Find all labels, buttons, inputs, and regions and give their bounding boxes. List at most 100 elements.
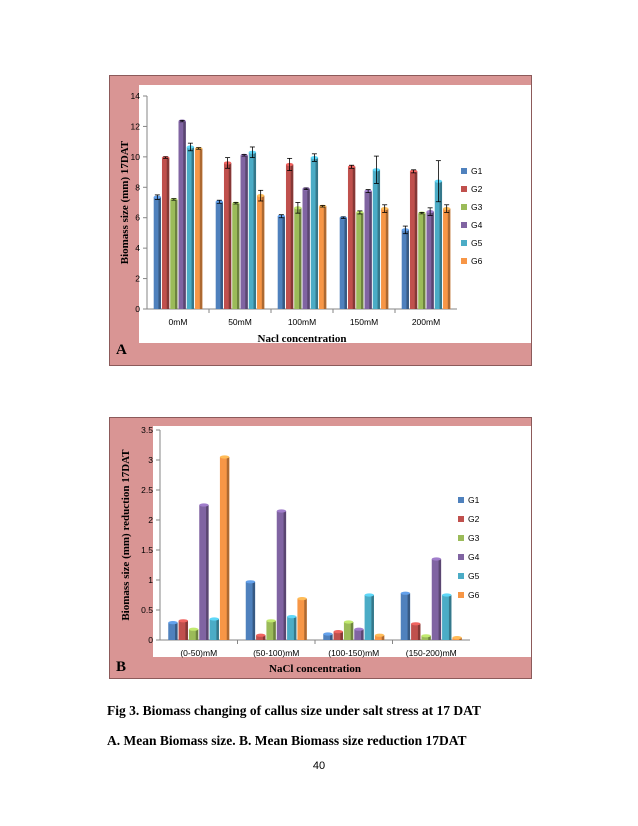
bar-g5: [287, 616, 297, 640]
bar-g3: [418, 213, 426, 309]
legend-label-g4: G4: [468, 552, 480, 562]
bar-g2: [161, 157, 170, 309]
legend-swatch-g4: [461, 222, 467, 228]
bar-shade: [261, 195, 265, 309]
legend-label-g3: G3: [468, 533, 480, 543]
legend-swatch-g4: [458, 554, 464, 560]
biomass-reduction-chart: 0 0.5 1 1.5 2 2.5 3 3.5 (0-50)mM (50-100)mM (100-1…: [120, 425, 531, 675]
bar-shade: [459, 637, 462, 640]
bar-shade: [361, 212, 364, 309]
bar-shade: [262, 635, 266, 640]
y-tick-label: 3: [148, 455, 153, 465]
legend-label-g4: G4: [471, 220, 483, 230]
y-tick-label: 10: [131, 152, 141, 162]
x-axis-title: Nacl concentration: [258, 333, 347, 345]
bar-cap: [256, 633, 266, 637]
bar-shade: [315, 157, 319, 309]
bar-g5: [442, 595, 452, 640]
bar-shade: [185, 620, 188, 640]
bar-g6: [374, 635, 385, 640]
y-tick-label: 1.5: [141, 545, 153, 555]
bar-shade: [175, 622, 178, 640]
y-tick-label: 0.5: [141, 605, 153, 615]
bar-g5: [364, 595, 374, 640]
bar-cap: [431, 557, 442, 561]
legend-label-g2: G2: [471, 184, 483, 194]
y-tick-label: 2: [148, 515, 153, 525]
legend-label-g6: G6: [471, 256, 483, 266]
bar-g3: [188, 629, 199, 640]
bar-g5: [310, 157, 319, 309]
bar-cap: [178, 619, 188, 623]
panel-label-b: B: [116, 659, 127, 675]
bar-cap: [219, 455, 230, 459]
legend-swatch-g3: [458, 535, 464, 541]
bar-g4: [199, 505, 209, 640]
bar-cap: [374, 633, 385, 637]
bar-shade: [369, 191, 372, 309]
bar-g6: [297, 598, 307, 640]
legend-swatch-g5: [458, 573, 464, 579]
y-axis-title: Biomass size (mm) reduction 17DAT: [120, 449, 132, 621]
bar-g3: [421, 635, 431, 640]
legend-label-g6: G6: [468, 590, 480, 600]
y-tick-label: 4: [135, 243, 140, 253]
bar-g3: [232, 203, 240, 309]
legend-label-g5: G5: [471, 238, 483, 248]
bar-shade: [183, 121, 186, 309]
bar-g4: [276, 511, 287, 640]
bar-g6: [195, 148, 203, 309]
x-tick-label: 100mM: [288, 317, 316, 327]
bar-g6: [319, 206, 327, 309]
panel-label-a: A: [116, 342, 127, 358]
y-tick-label: 3.5: [141, 425, 153, 435]
legend-label-g1: G1: [471, 166, 483, 176]
x-axis-title: NaCl concentration: [269, 663, 361, 675]
legend-swatch-g2: [458, 516, 464, 522]
bar-g1: [215, 201, 223, 309]
bar-shade: [304, 598, 307, 640]
bar-g2: [285, 164, 294, 309]
bar-g5: [248, 152, 257, 309]
y-tick-label: 12: [131, 121, 141, 131]
bar-shade: [253, 152, 257, 309]
legend-swatch-g6: [461, 258, 467, 264]
x-tick-label: (100-150)mM: [328, 648, 379, 658]
bar-g3: [266, 620, 276, 640]
bar-shade: [282, 216, 285, 309]
bar-shade: [283, 511, 287, 640]
bar-g4: [178, 121, 186, 309]
bar-shade: [438, 559, 442, 640]
bar-g2: [256, 635, 266, 640]
bar-g6: [219, 457, 230, 640]
figure-caption: Fig 3. Biomass changing of callus size u…: [107, 703, 481, 718]
bar-g1: [400, 593, 411, 640]
x-tick-label: (150-200)mM: [406, 648, 457, 658]
bar-shade: [191, 146, 195, 309]
chart-area: [139, 85, 531, 343]
bar-shade: [252, 581, 256, 640]
bar-g6: [381, 208, 389, 309]
bar-shade: [307, 188, 310, 309]
bar-cap: [188, 627, 199, 631]
bar-cap: [452, 636, 462, 640]
bar-g1: [153, 197, 161, 309]
x-tick-label: (50-100)mM: [253, 648, 299, 658]
bar-g4: [240, 155, 248, 309]
bar-shade: [344, 217, 347, 309]
bar-shade: [406, 229, 409, 309]
bar-shade: [195, 629, 199, 640]
bar-shade: [220, 201, 223, 309]
chart-panel-b: 0 0.5 1 1.5 2 2.5 3 3.5 (0-50)mM (50-100)mM (100-1…: [109, 417, 532, 679]
x-tick-label: (0-50)mM: [180, 648, 217, 658]
bar-g2: [347, 166, 356, 309]
bar-g5: [434, 181, 443, 309]
bar-cap: [364, 593, 374, 597]
bar-g1: [245, 581, 256, 640]
bar-shade: [175, 199, 178, 309]
bar-g2: [409, 171, 418, 309]
bar-g4: [426, 211, 434, 309]
bar-shade: [414, 171, 418, 309]
y-tick-label: 0: [148, 635, 153, 645]
bar-shade: [216, 619, 219, 640]
